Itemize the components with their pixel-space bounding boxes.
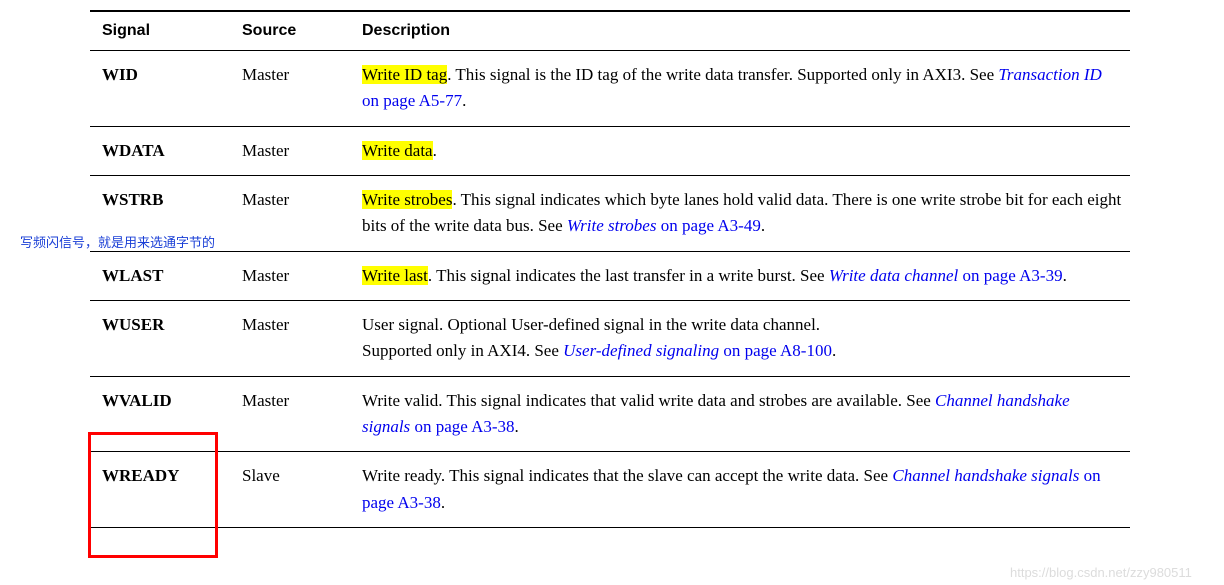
desc-text: Write ready. This signal indicates that …: [362, 466, 892, 485]
table-row: WUSER Master User signal. Optional User-…: [90, 301, 1130, 377]
desc-text: Write valid. This signal indicates that …: [362, 391, 935, 410]
desc-text: . This signal indicates the last transfe…: [428, 266, 829, 285]
signal-cell: WID: [90, 51, 230, 127]
table-row: WDATA Master Write data.: [90, 126, 1130, 175]
margin-annotation: 写频闪信号，就是用来选通字节的: [20, 232, 215, 251]
header-source: Source: [230, 11, 350, 51]
link-ital[interactable]: Channel handshake signals: [892, 466, 1079, 485]
description-cell: Write valid. This signal indicates that …: [350, 376, 1130, 452]
table-row: WVALID Master Write valid. This signal i…: [90, 376, 1130, 452]
signal-cell: WUSER: [90, 301, 230, 377]
table-row: WID Master Write ID tag. This signal is …: [90, 51, 1130, 127]
description-cell: Write last. This signal indicates the la…: [350, 251, 1130, 300]
link-ital[interactable]: Transaction ID: [998, 65, 1101, 84]
signal-cell: WREADY: [90, 452, 230, 528]
description-cell: User signal. Optional User-defined signa…: [350, 301, 1130, 377]
link-ital[interactable]: Write data channel: [829, 266, 958, 285]
highlight-text: Write strobes: [362, 190, 452, 209]
description-cell: Write ready. This signal indicates that …: [350, 452, 1130, 528]
link-ital[interactable]: Write strobes: [567, 216, 657, 235]
table-body: WID Master Write ID tag. This signal is …: [90, 51, 1130, 528]
link-page[interactable]: on page A3-39: [958, 266, 1062, 285]
table-row: WSTRB Master Write strobes. This signal …: [90, 176, 1130, 252]
source-cell: Slave: [230, 452, 350, 528]
highlight-text: Write last: [362, 266, 428, 285]
link-ital[interactable]: User-defined signaling: [563, 341, 719, 360]
desc-end: .: [832, 341, 836, 360]
source-cell: Master: [230, 126, 350, 175]
desc-end: .: [1063, 266, 1067, 285]
source-cell: Master: [230, 51, 350, 127]
source-cell: Master: [230, 376, 350, 452]
link-page[interactable]: on page A3-49: [656, 216, 760, 235]
signal-cell: WLAST: [90, 251, 230, 300]
desc-text: . This signal is the ID tag of the write…: [447, 65, 998, 84]
signal-cell: WVALID: [90, 376, 230, 452]
desc-text: .: [433, 141, 437, 160]
source-cell: Master: [230, 301, 350, 377]
link-page[interactable]: on page A3-38: [410, 417, 514, 436]
link-page[interactable]: on page A5-77: [362, 91, 462, 110]
description-cell: Write ID tag. This signal is the ID tag …: [350, 51, 1130, 127]
watermark-text: https://blog.csdn.net/zzy980511: [1010, 565, 1192, 580]
description-cell: Write strobes. This signal indicates whi…: [350, 176, 1130, 252]
table-row: WLAST Master Write last. This signal ind…: [90, 251, 1130, 300]
source-cell: Master: [230, 251, 350, 300]
signal-table-container: Signal Source Description WID Master Wri…: [90, 10, 1130, 528]
desc-line2: Supported only in AXI4. See: [362, 341, 563, 360]
description-cell: Write data.: [350, 126, 1130, 175]
highlight-text: Write data: [362, 141, 433, 160]
signal-cell: WDATA: [90, 126, 230, 175]
header-description: Description: [350, 11, 1130, 51]
desc-end: .: [462, 91, 466, 110]
highlight-text: Write ID tag: [362, 65, 447, 84]
desc-end: .: [761, 216, 765, 235]
desc-end: .: [515, 417, 519, 436]
link-page[interactable]: on page A8-100: [719, 341, 832, 360]
header-signal: Signal: [90, 11, 230, 51]
table-row: WREADY Slave Write ready. This signal in…: [90, 452, 1130, 528]
desc-end: .: [441, 493, 445, 512]
table-header-row: Signal Source Description: [90, 11, 1130, 51]
signal-table: Signal Source Description WID Master Wri…: [90, 10, 1130, 528]
desc-text: User signal. Optional User-defined signa…: [362, 315, 820, 334]
source-cell: Master: [230, 176, 350, 252]
